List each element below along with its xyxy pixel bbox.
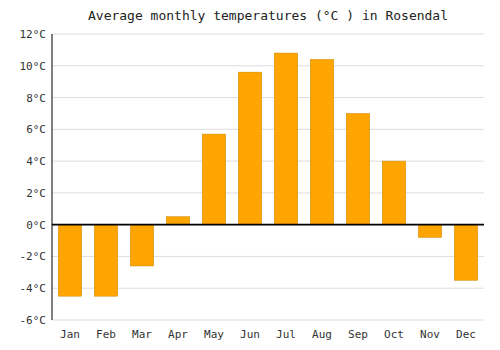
bar bbox=[310, 59, 333, 224]
x-tick-label: Feb bbox=[96, 328, 116, 341]
y-tick-label: 0°C bbox=[26, 219, 46, 232]
x-tick-label: Oct bbox=[384, 328, 404, 341]
grid-line bbox=[52, 224, 484, 225]
bar bbox=[58, 225, 81, 297]
grid-line bbox=[52, 97, 484, 98]
y-tick-label: 10°C bbox=[20, 60, 47, 73]
x-tick-label: Dec bbox=[456, 328, 476, 341]
chart-container: Average monthly temperatures (°C ) in Ro… bbox=[0, 0, 500, 350]
bar bbox=[202, 134, 225, 225]
x-tick-label: Mar bbox=[132, 328, 152, 341]
grid-line bbox=[52, 320, 484, 321]
x-tick-label: Apr bbox=[168, 328, 188, 341]
x-tick-label: Sep bbox=[348, 328, 368, 341]
zero-line bbox=[52, 224, 484, 226]
chart: Average monthly temperatures (°C ) in Ro… bbox=[0, 0, 500, 350]
bar bbox=[166, 217, 189, 225]
bar bbox=[238, 72, 261, 225]
y-tick-label: 2°C bbox=[26, 187, 46, 200]
bar bbox=[130, 225, 153, 266]
bar bbox=[454, 225, 477, 281]
y-tick-label: 8°C bbox=[26, 92, 46, 105]
bar bbox=[382, 161, 405, 225]
x-tick-label: Jul bbox=[276, 328, 296, 341]
bar bbox=[346, 113, 369, 224]
x-tick-label: Jun bbox=[240, 328, 260, 341]
grid-line bbox=[52, 34, 484, 35]
x-tick-label: Nov bbox=[420, 328, 440, 341]
x-tick-label: May bbox=[204, 328, 224, 341]
y-tick-label: 6°C bbox=[26, 123, 46, 136]
x-tick-label: Aug bbox=[312, 328, 332, 341]
grid-line bbox=[52, 65, 484, 66]
bar bbox=[274, 53, 297, 225]
grid-line bbox=[52, 129, 484, 130]
y-tick-label: -6°C bbox=[20, 314, 47, 327]
grid-line bbox=[52, 161, 484, 162]
bar bbox=[94, 225, 117, 297]
y-tick-label: 12°C bbox=[20, 28, 47, 41]
y-axis-line bbox=[52, 34, 53, 320]
grid bbox=[52, 34, 484, 320]
bars bbox=[58, 53, 477, 296]
y-tick-label: -2°C bbox=[20, 250, 47, 263]
title: Average monthly temperatures (°C ) in Ro… bbox=[88, 8, 448, 23]
grid-line bbox=[52, 192, 484, 193]
y-tick-label: 4°C bbox=[26, 155, 46, 168]
x-tick-label: Jan bbox=[60, 328, 80, 341]
y-tick-label: -4°C bbox=[20, 282, 47, 295]
bar bbox=[418, 225, 441, 238]
